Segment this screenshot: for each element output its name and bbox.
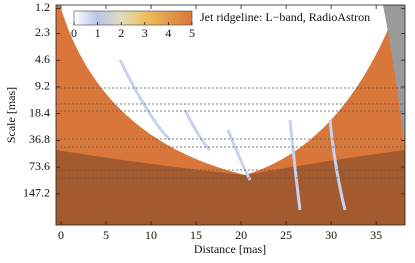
x-tick-label: 15 [190, 228, 202, 242]
colorbar-tick-label: 2 [118, 26, 124, 40]
colorbar [73, 10, 193, 26]
y-tick-label: 18.4 [29, 105, 50, 119]
y-tick-label: 1.2 [35, 0, 50, 14]
x-tick-label: 5 [103, 228, 109, 242]
x-tick-label: 10 [145, 228, 157, 242]
annotation: Jet ridgeline: L−band, RadioAstron [200, 10, 370, 24]
heatmap-low-region [56, 150, 405, 225]
colorbar-tick-label: 5 [189, 26, 195, 40]
colorbar-tick-label: 1 [95, 26, 101, 40]
x-axis-label: Distance [mas] [194, 242, 266, 256]
colorbar-tick-label: 4 [165, 26, 171, 40]
colorbar-tick-label: 3 [142, 26, 148, 40]
x-tick-label: 30 [325, 228, 337, 242]
y-axis-label: Scale [mas] [4, 87, 18, 143]
heatmap [56, 5, 405, 225]
y-tick-label: 147.2 [23, 186, 50, 200]
x-tick-label: 20 [235, 228, 247, 242]
plot-frame [55, 4, 406, 226]
x-tick-label: 25 [280, 228, 292, 242]
y-tick-label: 36.8 [29, 132, 50, 146]
y-tick-label: 9.2 [35, 79, 50, 93]
colorbar-tick-label: 0 [71, 26, 77, 40]
cone-of-influence [60, 5, 398, 175]
y-tick-label: 2.3 [35, 25, 50, 39]
x-tick-label: 35 [370, 228, 382, 242]
y-tick-label: 4.6 [35, 52, 50, 66]
y-tick-label: 73.6 [29, 159, 50, 173]
ridge-streaks [118, 59, 347, 211]
x-tick-label: 0 [58, 228, 64, 242]
shaded-region [383, 5, 405, 150]
